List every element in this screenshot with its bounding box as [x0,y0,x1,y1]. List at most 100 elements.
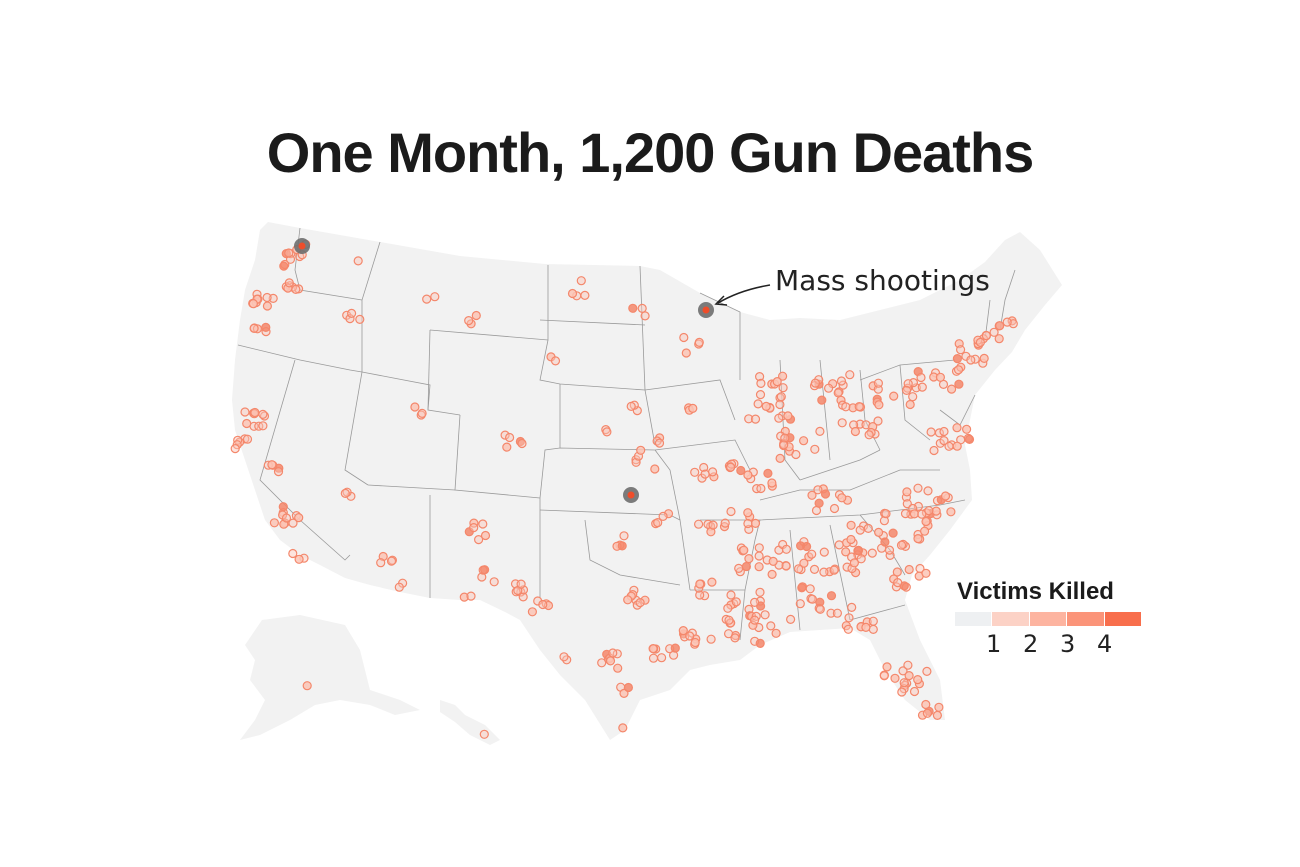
incident-dot [480,565,490,575]
incident-dot [922,708,933,718]
incident-dot [479,729,489,739]
incident-dot [815,604,825,614]
incident-dot [873,527,884,538]
incident-dot [881,509,891,519]
chart-title: One Month, 1,200 Gun Deaths [266,121,1034,184]
incident-dot [580,290,590,300]
incident-dot [753,399,763,409]
incident-dot [648,653,659,663]
incident-dot [726,590,736,600]
legend-swatch [955,612,993,626]
incident-dot [820,489,831,499]
legend-tick-label: 1 [986,630,1002,658]
incident-dot [430,292,440,302]
incident-dot [750,414,761,424]
incident-dot [946,507,956,517]
incident-dot [889,391,899,401]
incident-dot [464,316,474,326]
incident-dot [656,653,667,663]
incident-dot [518,592,528,602]
incident-dot [774,413,784,423]
incident-dot [810,378,821,388]
incident-dot [771,628,781,638]
incident-dot [799,558,809,568]
incident-dot [921,699,931,710]
incident-dot [798,436,809,446]
incident-dot [813,485,823,495]
incident-dot [240,407,250,417]
incident-dot [817,395,827,405]
incident-dot [623,595,633,605]
incident-dot [648,643,658,654]
incident-dot [706,527,716,537]
incident-dot [772,377,782,387]
incident-dot [905,399,915,410]
incident-dot [995,321,1005,331]
incident-dot [291,284,301,294]
incident-dot [882,662,892,672]
incident-dot [913,483,923,493]
incident-dot [847,602,857,613]
incident-dot [892,567,902,577]
hawaii-shape [440,700,500,745]
legend-title: Victims Killed [957,578,1114,605]
legend-tick-label: 2 [1023,630,1039,658]
incident-dot [921,516,931,527]
incident-dot [637,303,647,313]
incident-dot [749,597,760,608]
incident-dot [754,543,764,553]
incident-dot [679,332,689,343]
incident-dot [931,506,941,516]
incident-dot [899,678,909,688]
incident-dot [731,597,741,607]
incident-dot [653,517,663,528]
incident-dot [743,470,753,480]
incident-dot [749,615,760,625]
incident-dot [288,518,298,528]
incident-dot [964,434,975,444]
incident-dot [760,610,770,620]
incident-dot [340,488,350,498]
incident-dot [890,673,900,683]
incident-dot [777,371,788,381]
incident-dot [720,518,730,528]
incident-dot [744,414,754,424]
incident-dot [829,565,839,575]
incident-dot [868,624,878,635]
incident-dot [690,637,700,648]
incident-dot [242,434,253,444]
incident-dot [880,537,890,547]
incident-dot [763,468,773,478]
incident-dot [708,520,718,530]
incident-dot [262,292,272,303]
incident-dot [814,498,824,508]
incident-dot [386,556,397,566]
incident-dot [281,513,292,523]
incident-dot [929,445,939,456]
incident-dot [837,418,847,428]
incident-dot [376,558,386,568]
mass-shooting-marker-core [627,491,635,499]
incident-dot [685,631,695,641]
incident-dot [826,591,837,601]
incident-dot [953,365,964,375]
incident-dot [694,337,704,347]
incident-dot [829,503,840,514]
incident-dot [807,490,817,500]
incident-dot [846,534,856,545]
incident-dot [516,579,526,589]
incident-dot [873,378,884,388]
legend-swatch [1067,612,1105,626]
incident-dot [613,663,623,673]
incident-dot [924,506,934,516]
incident-dot [695,579,705,589]
incident-dot [345,314,355,324]
incident-dot [608,648,618,658]
incident-dot [979,353,989,363]
incident-dot [459,592,469,602]
incident-dot [262,301,272,311]
incident-dot [955,345,966,355]
incident-dot [410,402,420,412]
incident-dot [934,702,944,712]
incident-dot [783,411,793,421]
